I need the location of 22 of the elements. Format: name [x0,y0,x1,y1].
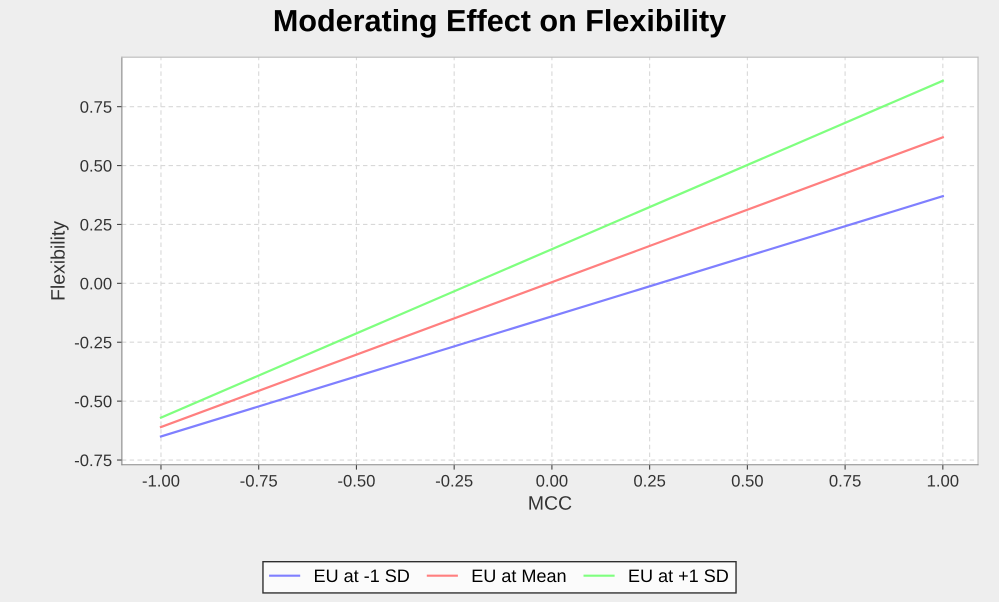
x-axis-title: MCC [529,496,572,510]
legend-label: EU at Mean [472,570,566,582]
chart-title: Moderating Effect on Flexibility [274,9,726,38]
x-tick-label: 0.25 [634,474,666,487]
y-tick-label: -0.50 [74,396,112,408]
legend-label: EU at +1 SD [629,569,728,582]
y-tick-label: 0.75 [80,101,112,113]
x-tick-label: 0.50 [732,474,763,487]
y-tick-label: -0.25 [74,336,112,348]
x-tick-label: -0.75 [240,474,277,487]
x-tick-label: -0.25 [436,474,472,487]
y-tick-label: 0.00 [80,278,112,290]
legend-label: EU at -1 SD [315,569,409,582]
x-tick-label: -0.50 [338,474,375,487]
y-axis-title: Flexibility [50,221,69,300]
x-tick-label: 0.75 [830,474,861,487]
x-tick-label: -1.00 [142,474,180,487]
x-tick-label: 0.00 [536,474,568,487]
y-tick-label: 0.50 [80,160,112,172]
y-tick-label: 0.25 [80,218,112,231]
y-tick-label: -0.75 [74,454,112,466]
x-tick-label: 1.00 [928,474,958,487]
